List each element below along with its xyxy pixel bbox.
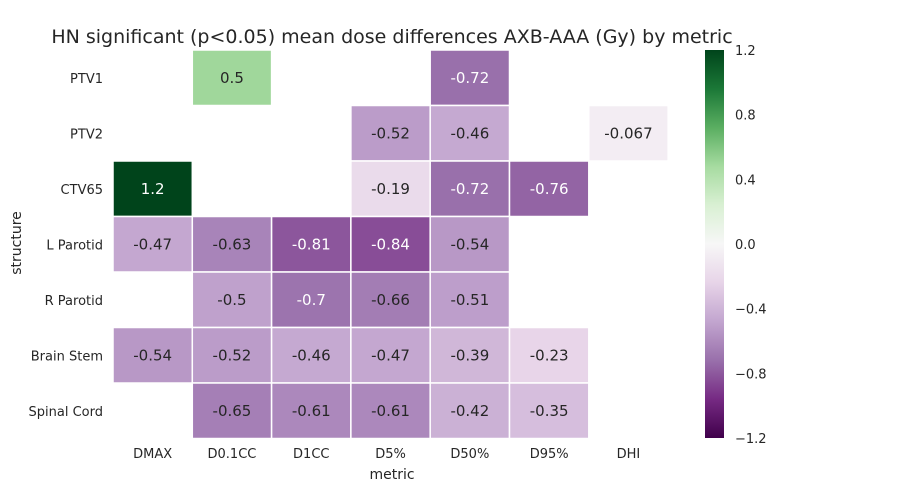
cell-value-label: -0.47 [371,346,410,364]
heatmap-cell [112,160,194,218]
colorbar-tick-label: 0.4 [735,173,756,188]
cell-value-label: -0.39 [450,346,489,364]
heatmap-cell [191,326,273,384]
x-tick-label: DHI [617,447,641,462]
cell-value-label: -0.66 [371,291,410,309]
x-tick-label: D1CC [293,447,329,462]
x-tick-label: D95% [530,447,569,462]
cell-value-label: -0.5 [217,291,246,309]
x-tick-labels: DMAX D0.1CC D1CC D5% D50% D95% DHI [133,447,640,462]
colorbar-tick-label: 0.8 [735,109,756,124]
cell-value-label: -0.067 [604,124,652,142]
cell-value-label: -0.47 [133,235,172,253]
x-axis-label: metric [369,467,414,483]
heatmap-cell [429,382,511,440]
heatmap-cell [429,104,511,162]
heatmap-cell [350,271,431,329]
heatmap-cell [112,326,194,384]
heatmap-cell [270,271,352,329]
cell-value-label: -0.35 [530,402,569,420]
chart-title: HN significant (p<0.05) mean dose differ… [51,26,732,48]
y-tick-label: PTV2 [70,127,103,142]
y-tick-labels: PTV1 PTV2 CTV65 L Parotid R Parotid Brain Ste… [29,72,103,420]
cell-value-label: -0.23 [530,346,569,364]
cell-value-label: -0.81 [292,235,331,253]
cell-value-label: -0.63 [213,235,252,253]
heatmap-cell [270,326,352,384]
cell-value-label: -0.51 [450,291,489,309]
cell-value-label: -0.46 [450,124,489,142]
x-tick-label: D5% [375,447,406,462]
heatmap-cell [350,326,431,384]
colorbar [705,50,724,438]
heatmap-cell [191,382,273,440]
colorbar-tick-label: 1.2 [735,44,756,59]
heatmap-cell [508,382,590,440]
x-tick-label: D50% [450,447,489,462]
cell-value-label: 0.5 [220,69,244,87]
y-tick-label: L Parotid [46,238,103,253]
cell-value-label: -0.54 [450,235,489,253]
cell-value-label: -0.52 [371,124,410,142]
y-tick-label: R Parotid [45,294,103,309]
x-tick-label: DMAX [133,447,172,462]
cell-value-label: -0.72 [450,69,489,87]
cell-value-label: -0.52 [213,346,252,364]
heatmap-cell [429,49,511,107]
colorbar-ticks: 1.2 0.8 0.4 0.0 −0.4 −0.8 −1.2 [735,44,767,447]
heatmap-cells: 0.5 -0.72 -0.52 -0.46 -0.067 1.2 -0.19 -0.72 -0.… [112,49,669,440]
cell-value-label: -0.46 [292,346,331,364]
cell-value-label: -0.76 [530,180,569,198]
cell-value-label: -0.61 [371,402,410,420]
colorbar-tick-label: −1.2 [735,432,767,447]
heatmap-cell [191,49,273,107]
x-tick-label: D0.1CC [208,447,257,462]
heatmap-cell [588,104,669,162]
y-tick-label: CTV65 [61,183,103,198]
heatmap-cell [350,382,431,440]
y-axis-label: structure [9,211,25,275]
heatmap-cell [508,326,590,384]
y-tick-label: Spinal Cord [29,405,103,420]
heatmap-cell [508,160,590,218]
cell-value-label: 1.2 [141,180,165,198]
heatmap-cell [112,215,194,273]
y-tick-label: Brain Stem [31,349,103,364]
cell-value-label: -0.19 [371,180,410,198]
heatmap-cell [429,160,511,218]
heatmap-cell [429,326,511,384]
heatmap-cell [429,271,511,329]
y-tick-label: PTV1 [70,72,103,87]
cell-value-label: -0.7 [297,291,326,309]
colorbar-tick-label: −0.8 [735,367,767,382]
cell-value-label: -0.54 [133,346,172,364]
heatmap-cell [429,215,511,273]
cell-value-label: -0.84 [371,235,410,253]
heatmap-cell [270,215,352,273]
cell-value-label: -0.42 [450,402,489,420]
cell-value-label: -0.61 [292,402,331,420]
cell-value-label: -0.65 [213,402,252,420]
cell-value-label: -0.72 [450,180,489,198]
colorbar-tick-label: −0.4 [735,303,767,318]
colorbar-tick-label: 0.0 [735,238,756,253]
